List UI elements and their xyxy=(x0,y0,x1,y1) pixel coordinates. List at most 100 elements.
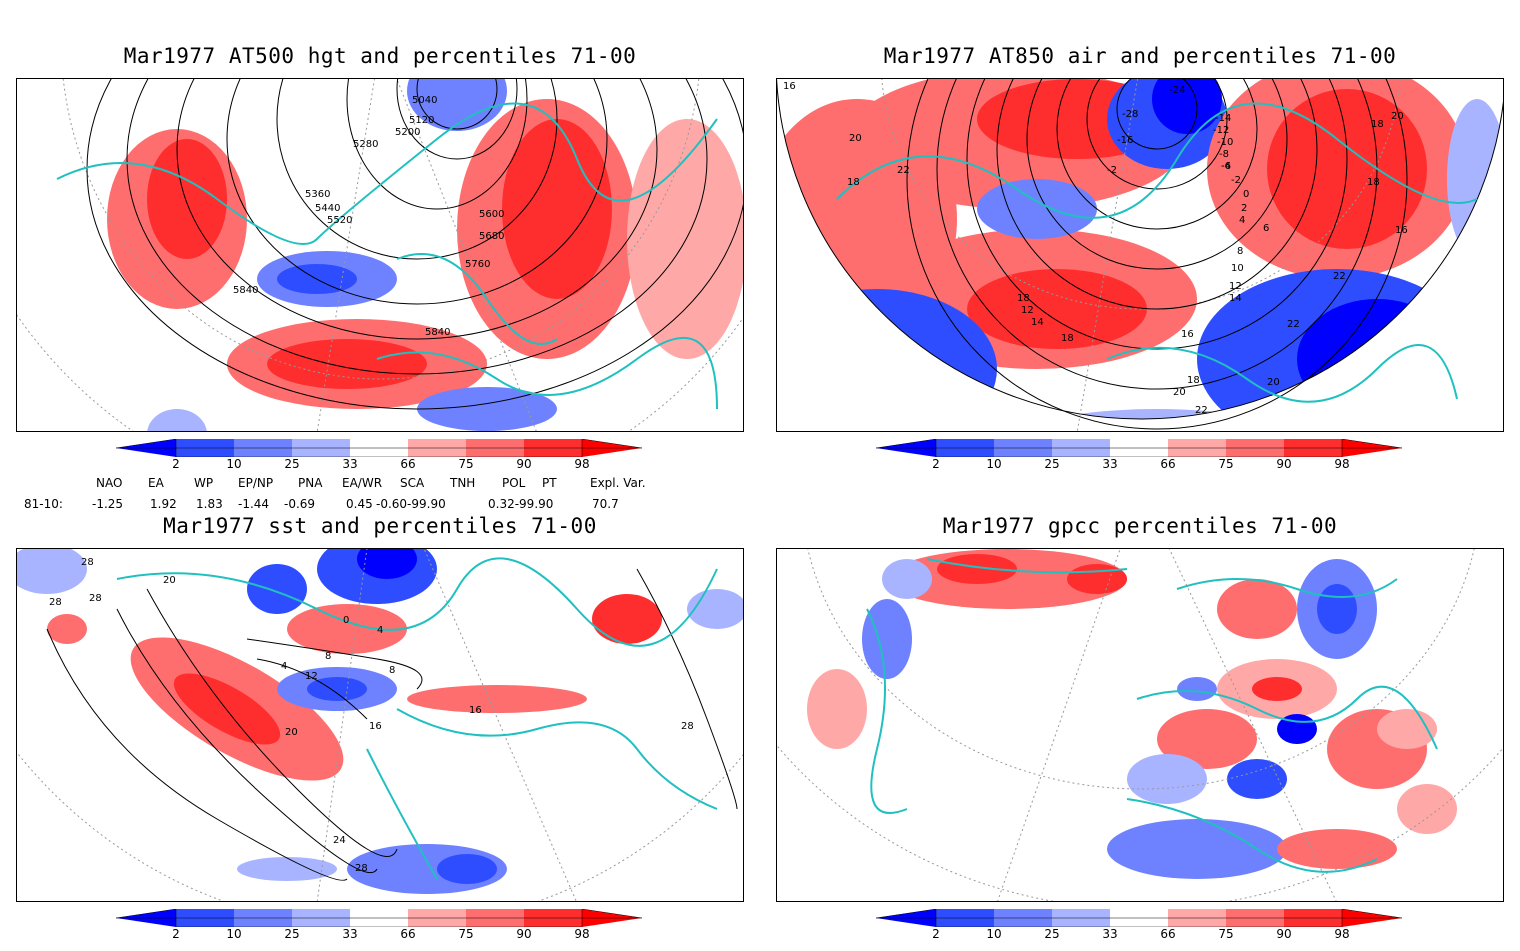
contour-label: -10 xyxy=(1217,137,1233,148)
contour-labels: 5040 5120 5200 5280 5360 5440 5520 5600 … xyxy=(233,95,504,338)
map-hgt500: 5040 5120 5200 5280 5360 5440 5520 5600 … xyxy=(16,78,744,432)
contour-label: 18 xyxy=(847,177,860,188)
contour-label: 28 xyxy=(681,721,694,732)
contour-label: 28 xyxy=(81,557,94,568)
index-header: PNA xyxy=(298,476,323,490)
contour-labels: -24 -28 -16 -14 -12 -10 -8 -6 -2 -4 -2 0… xyxy=(783,81,1408,416)
colorbar-tick: 90 xyxy=(1276,927,1292,941)
contour-label: 5120 xyxy=(409,115,434,126)
colorbar-tick: 98 xyxy=(1334,457,1350,471)
contour-label: 4 xyxy=(1239,215,1245,226)
lat-lon-grid xyxy=(881,79,1401,431)
colorbar-tick: 75 xyxy=(1218,457,1234,471)
index-value: -1.25 xyxy=(92,497,124,511)
index-header: Expl. Var. xyxy=(590,476,646,490)
index-header: SCA xyxy=(400,476,425,490)
contour-label: 12 xyxy=(1021,305,1034,316)
contour-label: -4 xyxy=(1221,161,1231,172)
contour-label: 28 xyxy=(49,597,62,608)
contour-label: 5040 xyxy=(412,95,437,106)
colorbar-tick: 25 xyxy=(1044,457,1060,471)
index-header: TNH xyxy=(450,476,476,490)
colorbar-swatches xyxy=(876,909,1403,927)
colorbar-tick: 33 xyxy=(342,457,358,471)
contour-label: 16 xyxy=(469,705,482,716)
contour-label: 8 xyxy=(325,651,331,662)
contour-label: -12 xyxy=(1213,125,1229,136)
colorbar-tick: 75 xyxy=(458,457,474,471)
percentile-shading xyxy=(107,79,743,431)
contour-label: 4 xyxy=(377,625,383,636)
contour-label: 5840 xyxy=(233,285,258,296)
contour-label: -2 xyxy=(1107,165,1117,176)
contour-label: 22 xyxy=(1287,319,1300,330)
panel-title-air850: Mar1977 AT850 air and percentiles 71-00 xyxy=(883,44,1397,68)
contour-label: 6 xyxy=(1263,223,1269,234)
contour-label: -6 xyxy=(1221,161,1231,172)
coastlines xyxy=(56,102,718,410)
contour-label: 18 xyxy=(1017,293,1030,304)
contour-label: 28 xyxy=(355,863,368,874)
contour-label: -24 xyxy=(1169,85,1185,96)
height-contours xyxy=(86,79,743,410)
colorbar-tick: 2 xyxy=(932,927,940,941)
index-value: 0.45 xyxy=(346,497,373,511)
index-header: EP/NP xyxy=(238,476,274,490)
contour-label: 5360 xyxy=(305,189,330,200)
hemisphere-edge xyxy=(777,79,1503,420)
contour-label: 4 xyxy=(281,661,287,672)
index-header: POL xyxy=(502,476,526,490)
contour-label: 5760 xyxy=(465,259,490,270)
colorbar-tick: 25 xyxy=(284,457,300,471)
contour-labels: 28 28 28 20 4 8 12 16 20 0 4 8 16 24 28 … xyxy=(49,557,694,874)
lat-lon-grid xyxy=(17,79,743,431)
contour-label: 16 xyxy=(1181,329,1194,340)
contour-label: -16 xyxy=(1117,135,1133,146)
colorbar-tick: 10 xyxy=(226,457,242,471)
contour-label: 16 xyxy=(1395,225,1408,236)
colorbar-swatches xyxy=(116,909,643,927)
contour-label: 20 xyxy=(849,133,862,144)
map-gpcc-canvas xyxy=(777,549,1503,901)
colorbar-tick: 90 xyxy=(516,457,532,471)
map-air850: -24 -28 -16 -14 -12 -10 -8 -6 -2 -4 -2 0… xyxy=(776,78,1504,432)
index-header: WP xyxy=(194,476,214,490)
index-value: -1.44 xyxy=(238,497,270,511)
contour-label: 2 xyxy=(1241,203,1247,214)
contour-label: -8 xyxy=(1219,149,1229,160)
temperature-contours xyxy=(906,79,1408,430)
contour-label: 12 xyxy=(305,671,318,682)
contour-label: 5840 xyxy=(425,327,450,338)
index-header: NAO xyxy=(96,476,123,490)
colorbar-tick: 75 xyxy=(458,927,474,941)
panel-title-hgt500: Mar1977 AT500 hgt and percentiles 71-00 xyxy=(123,44,637,68)
colorbar-tick: 33 xyxy=(1102,457,1118,471)
contour-label: 0 xyxy=(1243,189,1249,200)
coastlines xyxy=(116,557,718,880)
contour-label: 22 xyxy=(1333,271,1346,282)
contour-label: 0 xyxy=(343,615,349,626)
colorbar-bottom-left: 2 10 25 33 66 75 90 98 xyxy=(116,909,646,951)
contour-label: 5520 xyxy=(327,215,352,226)
index-value: 0.32-99.90 xyxy=(488,497,554,511)
colorbar-tick: 66 xyxy=(400,457,416,471)
map-air850-canvas: -24 -28 -16 -14 -12 -10 -8 -6 -2 -4 -2 0… xyxy=(777,79,1503,431)
coastlines xyxy=(836,102,1478,403)
contour-label: 16 xyxy=(369,721,382,732)
contour-label: 5600 xyxy=(479,209,504,220)
colorbar-swatches xyxy=(116,439,643,457)
index-header: PT xyxy=(542,476,557,490)
index-header: EA xyxy=(148,476,164,490)
colorbar-tick: 33 xyxy=(1102,927,1118,941)
contour-label: 22 xyxy=(897,165,910,176)
contour-label: 20 xyxy=(163,575,176,586)
colorbar-tick: 75 xyxy=(1218,927,1234,941)
contour-label: 5200 xyxy=(395,127,420,138)
colorbar-tick: 2 xyxy=(932,457,940,471)
contour-label: 16 xyxy=(783,81,796,92)
sst-contours xyxy=(46,568,738,881)
contour-label: 5680 xyxy=(479,231,504,242)
index-value: 1.83 xyxy=(196,497,223,511)
contour-label: 8 xyxy=(1237,246,1243,257)
colorbar-tick: 33 xyxy=(342,927,358,941)
